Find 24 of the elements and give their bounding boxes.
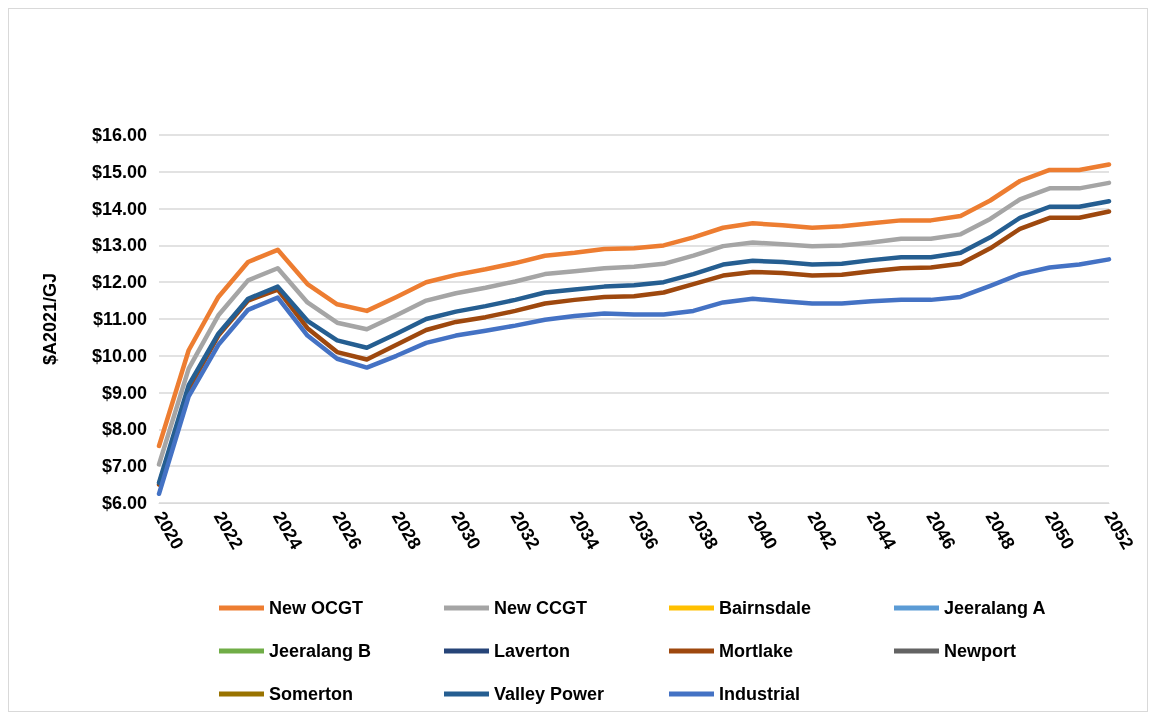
y-tick-label: $8.00 <box>101 419 147 440</box>
y-tick-label: $10.00 <box>91 345 147 366</box>
legend-label: Valley Power <box>494 684 605 704</box>
y-tick-label: $16.00 <box>91 125 147 145</box>
y-tick-label: $12.00 <box>91 272 147 293</box>
y-tick-label: $15.00 <box>91 161 147 182</box>
legend-label: Somerton <box>269 684 354 704</box>
y-axis-title: $A2021/GJ <box>40 272 60 366</box>
y-tick-label: $6.00 <box>101 493 147 513</box>
y-tick-label: $9.00 <box>101 382 147 403</box>
legend-label: Mortlake <box>719 641 794 661</box>
legend-label: Jeeralang A <box>944 598 1046 618</box>
y-tick-label: $14.00 <box>91 198 147 219</box>
line-series <box>156 257 1112 497</box>
legend-label: Industrial <box>719 684 801 704</box>
legend-label: Laverton <box>494 641 571 661</box>
legend-label: Bairnsdale <box>719 598 812 618</box>
legend-label: New OCGT <box>269 598 364 618</box>
y-tick-label: $7.00 <box>101 456 147 477</box>
legend-label: New CCGT <box>494 598 588 618</box>
legend-label: Newport <box>944 641 1017 661</box>
legend-label: Jeeralang B <box>269 641 372 661</box>
y-tick-label: $11.00 <box>92 309 147 329</box>
y-tick-label: $13.00 <box>91 235 147 256</box>
